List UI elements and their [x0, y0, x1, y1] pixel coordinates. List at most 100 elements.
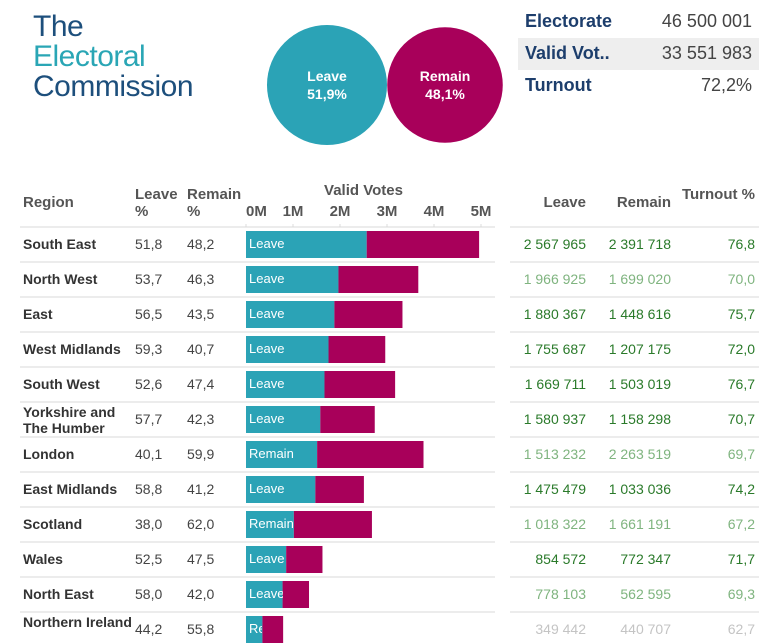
- bar: [320, 406, 375, 433]
- summary-value: 72,2%: [700, 75, 752, 95]
- column-header: Leave %: [135, 186, 178, 220]
- leave-votes: 1 018 322: [523, 515, 586, 532]
- remain-votes: 1 699 020: [608, 270, 671, 287]
- remain-pct: 62,0: [187, 515, 215, 532]
- logo-line: Electoral: [33, 40, 146, 73]
- leave-pct: 58,8: [135, 480, 163, 497]
- leave-pct: 38,0: [135, 515, 163, 532]
- bar: [262, 616, 284, 643]
- leave-votes: 1 966 925: [523, 270, 586, 287]
- bar-label: Leave: [249, 585, 283, 601]
- bar-label: Remain: [249, 445, 294, 461]
- turnout: 75,7: [727, 305, 755, 322]
- remain-pct: 47,5: [187, 550, 215, 567]
- column-header: Remain %: [187, 186, 242, 220]
- turnout: 76,8: [727, 235, 755, 252]
- x-tick-label: 1M: [282, 203, 304, 220]
- region-label: East Midlands: [23, 480, 118, 497]
- region-label: Wales: [23, 550, 63, 567]
- turnout: 67,2: [727, 515, 755, 532]
- logo-line: The: [33, 10, 84, 43]
- remain-votes: 1 661 191: [608, 515, 671, 532]
- remain-pct: 47,4: [187, 375, 215, 392]
- circle-value: 48,1%: [425, 86, 465, 102]
- remain-pct: 40,7: [187, 340, 215, 357]
- leave-votes: 1 880 367: [523, 305, 586, 322]
- leave-pct: 52,6: [135, 375, 163, 392]
- region-label: South East: [23, 235, 97, 252]
- leave-votes: 1 669 711: [524, 375, 586, 392]
- leave-votes: 1 475 479: [523, 480, 586, 497]
- chart-title: Valid Votes: [324, 182, 403, 199]
- leave-pct: 58,0: [135, 585, 163, 602]
- bar-label: Leave: [249, 550, 285, 566]
- bar-label: Leave: [249, 340, 285, 356]
- leave-pct: 51,8: [135, 235, 163, 252]
- remain-votes: 1 033 036: [608, 480, 671, 497]
- bar-label: Leave: [249, 375, 285, 391]
- bar-label: Leave: [249, 235, 285, 251]
- leave-votes: 778 103: [535, 585, 586, 602]
- bar: [246, 546, 287, 573]
- leave-votes: 854 572: [535, 550, 586, 567]
- turnout: 74,2: [727, 480, 755, 497]
- bar: [338, 266, 419, 293]
- bar-label: Leave: [249, 305, 285, 321]
- bar: [246, 231, 367, 258]
- turnout: 76,7: [727, 375, 755, 392]
- x-tick-label: 2M: [329, 203, 351, 220]
- leave-pct: 59,3: [135, 340, 163, 357]
- column-header: Turnout %: [681, 186, 755, 203]
- turnout: 70,0: [727, 270, 755, 287]
- summary-label: Valid Vot..: [525, 43, 610, 63]
- bar: [366, 231, 480, 258]
- leave-pct: 44,2: [135, 620, 163, 637]
- leave-votes: 1 513 232: [523, 445, 586, 462]
- leave-pct: 57,7: [135, 410, 163, 427]
- bar-label: Remain: [249, 620, 263, 636]
- bar-label: Leave: [249, 270, 285, 286]
- remain-pct: 42,0: [187, 585, 215, 602]
- circle-name: Leave: [307, 68, 347, 84]
- column-header: Region: [23, 194, 74, 211]
- region-label: Scotland: [23, 515, 83, 532]
- result-circle: [387, 27, 503, 143]
- remain-votes: 1 207 175: [608, 340, 671, 357]
- summary-value: 46 500 001: [661, 11, 752, 31]
- turnout: 70,7: [727, 410, 755, 427]
- leave-pct: 53,7: [135, 270, 163, 287]
- remain-pct: 55,8: [187, 620, 215, 637]
- bar: [286, 546, 323, 573]
- region-label: West Midlands: [23, 340, 121, 357]
- x-tick-label: 0M: [246, 203, 267, 220]
- bar: [246, 616, 263, 643]
- leave-pct: 52,5: [135, 550, 163, 567]
- column-header: Leave: [543, 194, 586, 211]
- circle-value: 51,9%: [307, 86, 347, 102]
- region-label: North West: [23, 270, 98, 287]
- x-tick-label: 5M: [470, 203, 492, 220]
- leave-votes: 349 442: [535, 620, 586, 637]
- bar: [246, 581, 283, 608]
- remain-votes: 1 503 019: [608, 375, 671, 392]
- remain-votes: 2 391 718: [608, 235, 671, 252]
- summary-label: Turnout: [525, 75, 592, 95]
- region-label: Northern Ireland: [23, 613, 132, 630]
- summary-value: 33 551 983: [661, 43, 752, 63]
- bar: [246, 266, 339, 293]
- bar: [246, 301, 335, 328]
- region-label: East: [23, 305, 53, 322]
- x-tick-label: 4M: [423, 203, 445, 220]
- bar: [282, 581, 310, 608]
- region-label: Yorkshire and The Humber: [23, 403, 116, 436]
- remain-votes: 440 707: [620, 620, 671, 637]
- leave-votes: 2 567 965: [523, 235, 586, 252]
- remain-votes: 562 595: [620, 585, 671, 602]
- result-circle: [266, 24, 388, 146]
- leave-votes: 1 580 937: [523, 410, 586, 427]
- leave-pct: 56,5: [135, 305, 163, 322]
- remain-pct: 43,5: [187, 305, 215, 322]
- turnout: 69,3: [727, 585, 755, 602]
